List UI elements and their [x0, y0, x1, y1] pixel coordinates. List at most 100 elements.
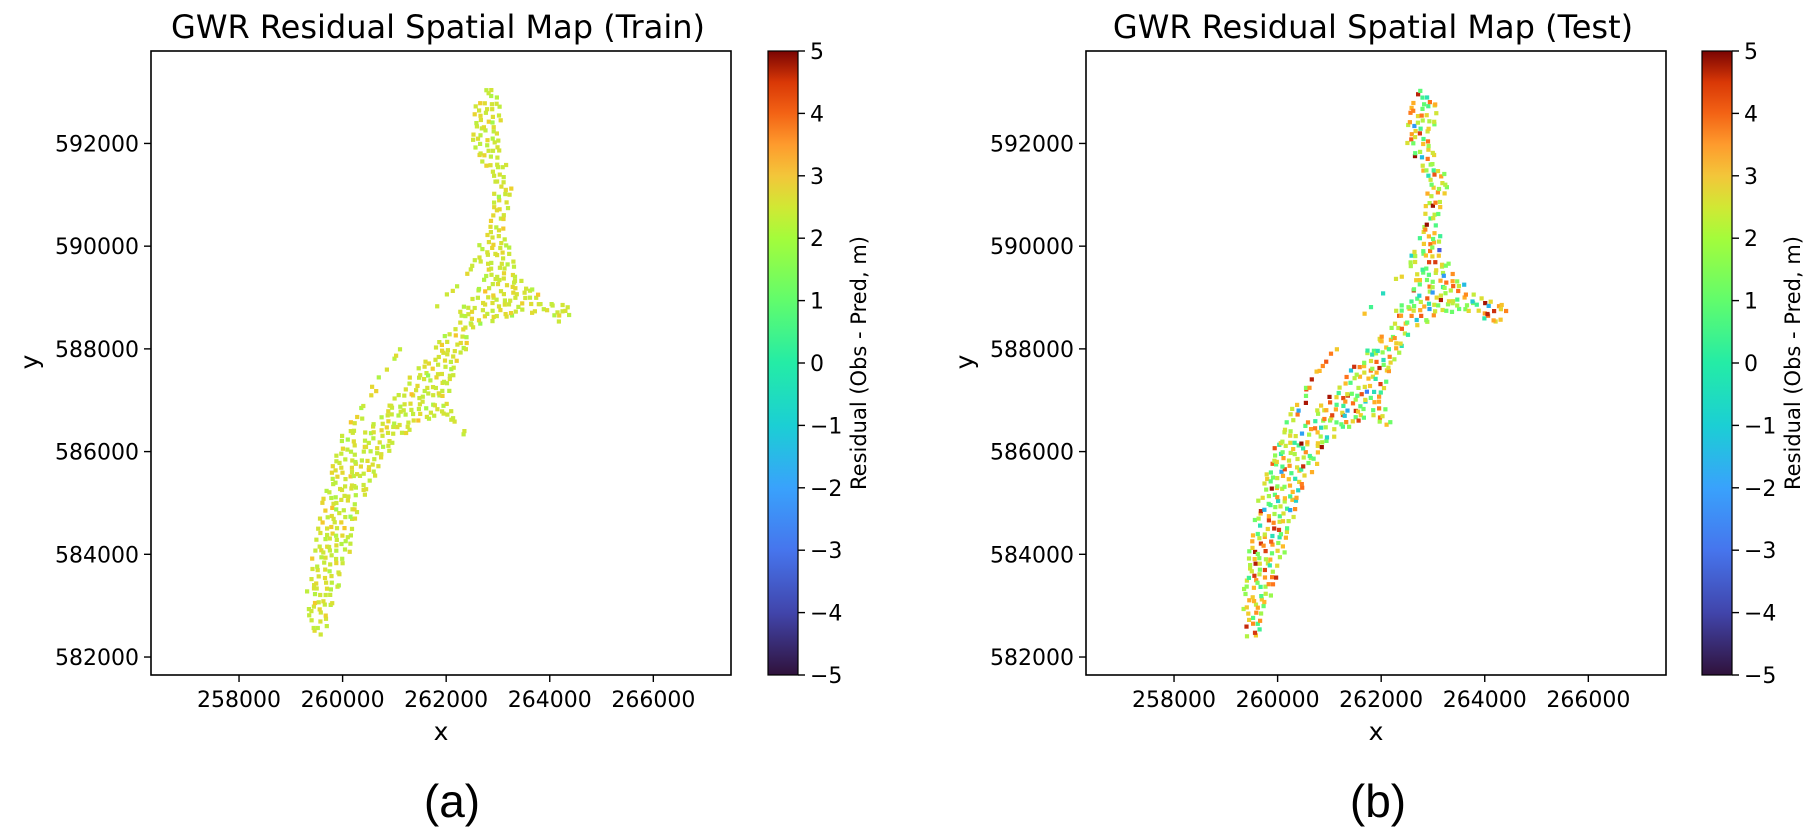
residual-point [530, 310, 535, 315]
residual-point [490, 148, 496, 153]
residual-point [1492, 309, 1497, 314]
residual-point [333, 468, 338, 473]
residual-point [473, 145, 478, 150]
x-tick-label: 262000 [1339, 688, 1423, 713]
residual-point [1482, 316, 1487, 321]
y-tick-label: 592000 [55, 132, 139, 157]
residual-point [1275, 495, 1280, 500]
residual-point [306, 607, 311, 612]
residual-point [1441, 273, 1446, 278]
residual-point [1418, 149, 1423, 154]
residual-point [313, 548, 318, 553]
residual-point [1427, 201, 1432, 206]
residual-point [327, 544, 332, 550]
residual-point [497, 104, 502, 109]
residual-point [495, 179, 500, 184]
residual-point [490, 245, 495, 250]
residual-point [426, 361, 431, 366]
y-tick-label: 592000 [990, 132, 1074, 157]
residual-point [445, 348, 450, 353]
residual-point [1438, 205, 1443, 210]
residual-point [1363, 397, 1368, 402]
residual-point [1498, 307, 1503, 312]
residual-point [345, 498, 350, 503]
colorbar-tick-label: −4 [810, 602, 842, 627]
residual-point [1438, 278, 1443, 283]
residual-point [1366, 376, 1371, 381]
residual-point [1491, 318, 1496, 323]
residual-point [349, 465, 354, 470]
residual-point [316, 526, 321, 531]
residual-point [348, 533, 353, 538]
residual-point [1250, 595, 1255, 600]
residual-point [1264, 472, 1269, 477]
residual-point [1411, 100, 1416, 106]
residual-point [1394, 308, 1399, 313]
residual-point [1262, 599, 1267, 605]
residual-point [368, 431, 374, 436]
residual-point [1274, 459, 1279, 464]
residual-point [1289, 471, 1294, 476]
residual-point [1422, 304, 1427, 309]
residual-point [1280, 473, 1286, 478]
residual-point [337, 460, 342, 465]
residual-point [372, 457, 377, 462]
residual-point [491, 213, 496, 218]
residual-point [1309, 427, 1314, 432]
colorbar-tick-label: −3 [1744, 539, 1776, 564]
residual-point [440, 409, 445, 414]
residual-point [495, 165, 501, 170]
residual-point [492, 200, 497, 205]
residual-point [513, 309, 518, 314]
y-axis-label: y [950, 354, 979, 369]
residual-point [1259, 594, 1264, 599]
residual-point [501, 175, 506, 180]
residual-point [504, 314, 509, 319]
residual-point [1485, 311, 1490, 317]
residual-point [1408, 260, 1413, 265]
residual-point [1303, 423, 1308, 428]
residual-point [371, 430, 376, 435]
residual-point [478, 151, 483, 156]
residual-point [478, 141, 483, 146]
residual-point [336, 570, 341, 575]
residual-point [334, 459, 339, 464]
residual-point [1252, 630, 1258, 635]
residual-point [488, 224, 493, 229]
residual-point [436, 354, 441, 360]
residual-point [1412, 249, 1417, 254]
residual-point [334, 533, 339, 538]
residual-point [495, 282, 501, 287]
residual-point [1270, 575, 1275, 580]
residual-point [1272, 511, 1277, 517]
residual-point [371, 424, 376, 429]
residual-point [1259, 597, 1264, 602]
residual-point [1433, 260, 1438, 265]
residual-point [461, 432, 466, 437]
residual-point [1386, 369, 1391, 374]
residual-point [1262, 481, 1267, 486]
residual-point [334, 500, 339, 506]
residual-point [1248, 566, 1253, 571]
residual-point [1431, 240, 1437, 245]
residual-point [496, 138, 501, 143]
residual-point [501, 213, 506, 218]
residual-point [1273, 505, 1278, 510]
plot-area [150, 50, 732, 676]
residual-point [366, 440, 371, 445]
residual-point [1293, 434, 1298, 439]
residual-point [345, 437, 350, 442]
residual-point [473, 104, 478, 109]
residual-point [464, 335, 469, 340]
residual-point [1479, 296, 1484, 301]
residual-point [312, 600, 318, 606]
residual-point [1392, 357, 1397, 362]
residual-point [323, 555, 328, 560]
residual-point [323, 616, 329, 621]
residual-point [1358, 404, 1363, 409]
y-tick-label: 590000 [990, 235, 1074, 260]
residual-point [563, 308, 568, 313]
colorbar-tick-label: 4 [1744, 102, 1758, 127]
residual-point [1450, 279, 1455, 284]
residual-point [1332, 427, 1337, 432]
